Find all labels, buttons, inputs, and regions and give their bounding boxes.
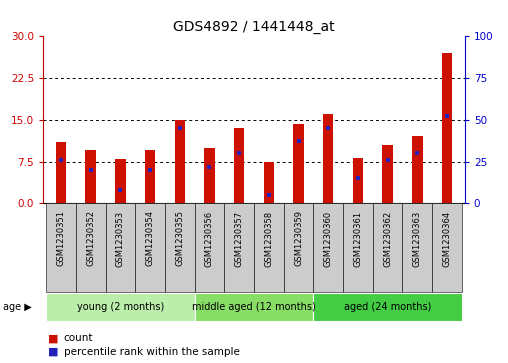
Bar xyxy=(353,158,363,203)
Text: age ▶: age ▶ xyxy=(3,302,31,312)
Text: aged (24 months): aged (24 months) xyxy=(344,302,431,312)
FancyBboxPatch shape xyxy=(106,203,135,292)
FancyBboxPatch shape xyxy=(283,203,313,292)
Text: middle aged (12 months): middle aged (12 months) xyxy=(192,302,316,312)
FancyBboxPatch shape xyxy=(313,203,343,292)
Bar xyxy=(234,128,244,203)
FancyBboxPatch shape xyxy=(195,293,313,321)
Text: young (2 months): young (2 months) xyxy=(77,302,164,312)
FancyBboxPatch shape xyxy=(313,293,462,321)
FancyBboxPatch shape xyxy=(225,203,254,292)
Text: count: count xyxy=(64,333,93,343)
Text: GSM1230352: GSM1230352 xyxy=(86,211,95,266)
Bar xyxy=(145,150,155,203)
Text: GSM1230359: GSM1230359 xyxy=(294,211,303,266)
FancyBboxPatch shape xyxy=(46,203,76,292)
Text: GSM1230362: GSM1230362 xyxy=(383,211,392,266)
Bar xyxy=(175,120,185,203)
Text: percentile rank within the sample: percentile rank within the sample xyxy=(64,347,239,357)
Bar xyxy=(442,53,452,203)
Text: GSM1230360: GSM1230360 xyxy=(324,211,333,266)
Text: GSM1230353: GSM1230353 xyxy=(116,211,125,266)
Bar xyxy=(264,162,274,203)
Bar xyxy=(323,114,333,203)
FancyBboxPatch shape xyxy=(402,203,432,292)
FancyBboxPatch shape xyxy=(432,203,462,292)
Bar xyxy=(293,124,304,203)
FancyBboxPatch shape xyxy=(135,203,165,292)
Text: GSM1230363: GSM1230363 xyxy=(413,211,422,267)
Text: GSM1230358: GSM1230358 xyxy=(264,211,273,266)
FancyBboxPatch shape xyxy=(195,203,225,292)
FancyBboxPatch shape xyxy=(373,203,402,292)
Bar xyxy=(85,150,96,203)
Bar xyxy=(383,145,393,203)
Text: GSM1230354: GSM1230354 xyxy=(146,211,154,266)
FancyBboxPatch shape xyxy=(76,203,106,292)
Text: GSM1230357: GSM1230357 xyxy=(235,211,244,266)
Bar xyxy=(56,142,66,203)
Text: GSM1230364: GSM1230364 xyxy=(442,211,452,266)
Title: GDS4892 / 1441448_at: GDS4892 / 1441448_at xyxy=(173,20,335,34)
Text: GSM1230355: GSM1230355 xyxy=(175,211,184,266)
FancyBboxPatch shape xyxy=(165,203,195,292)
Text: GSM1230351: GSM1230351 xyxy=(56,211,66,266)
Text: ■: ■ xyxy=(48,333,59,343)
Text: GSM1230361: GSM1230361 xyxy=(354,211,362,266)
FancyBboxPatch shape xyxy=(46,293,195,321)
Text: ■: ■ xyxy=(48,347,59,357)
Bar xyxy=(115,159,125,203)
Text: GSM1230356: GSM1230356 xyxy=(205,211,214,266)
Bar xyxy=(204,148,215,203)
FancyBboxPatch shape xyxy=(343,203,373,292)
FancyBboxPatch shape xyxy=(254,203,283,292)
Bar xyxy=(412,136,423,203)
